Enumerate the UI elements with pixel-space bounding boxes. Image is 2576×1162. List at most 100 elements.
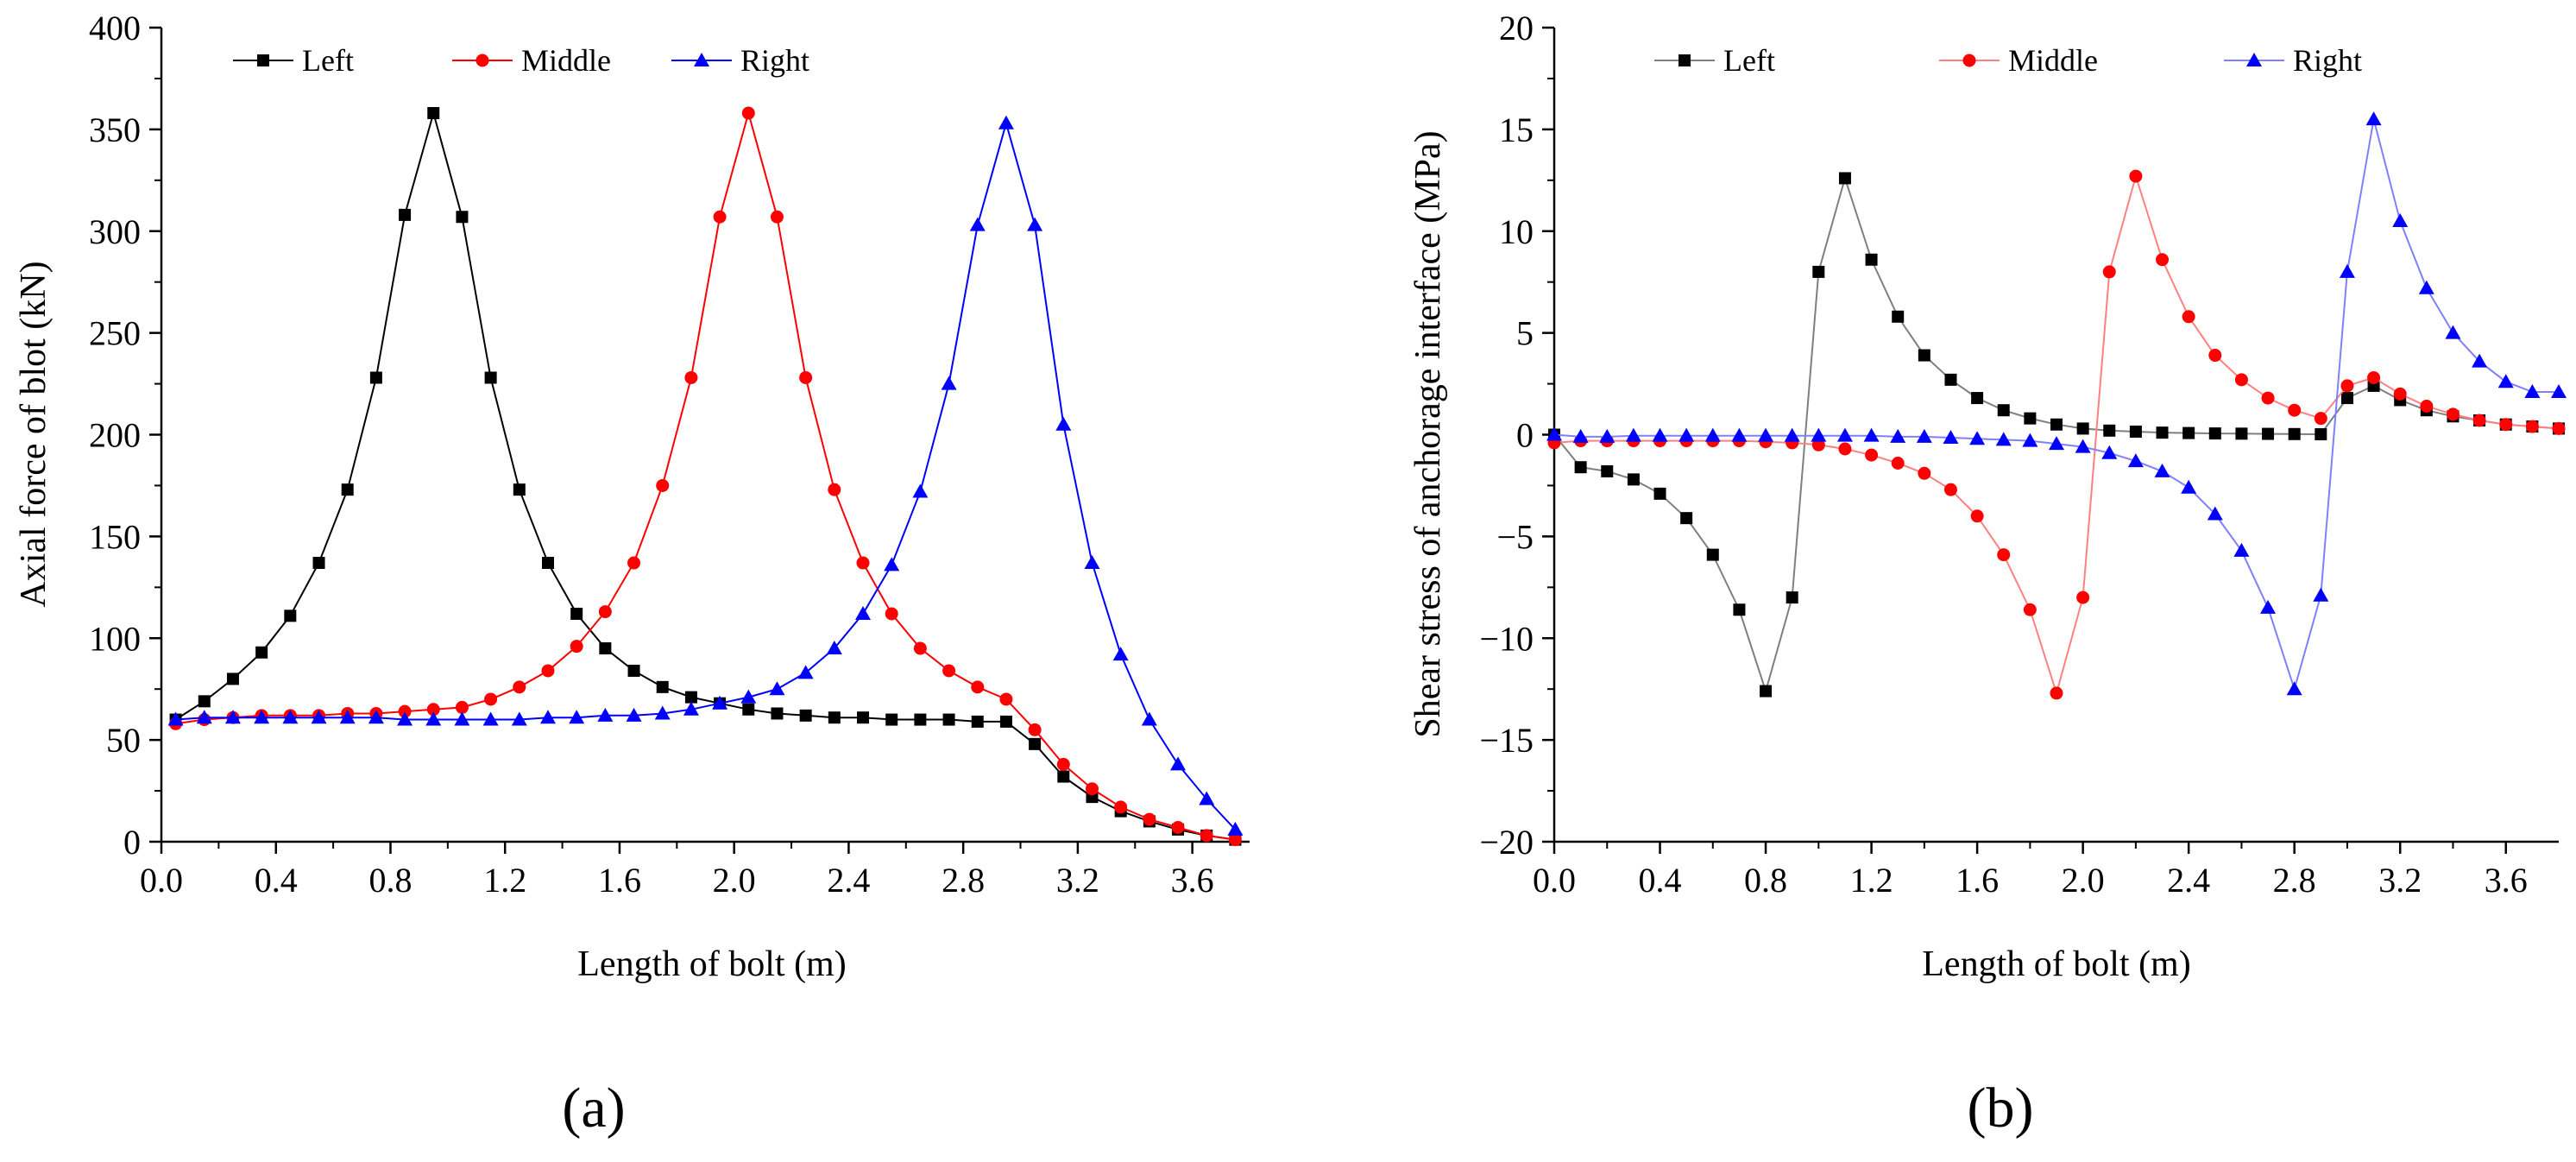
data-point: [1943, 483, 1957, 496]
data-point: [855, 605, 872, 620]
data-point: [741, 106, 755, 120]
data-point: [684, 691, 697, 704]
legend-marker: [694, 53, 709, 66]
data-point: [426, 703, 440, 717]
data-point: [969, 217, 986, 231]
data-point: [1171, 820, 1185, 834]
y-tick-label: −5: [1496, 517, 1534, 556]
legend-marker: [2246, 53, 2262, 66]
data-point: [1731, 427, 1748, 442]
series-middle: [169, 106, 1242, 847]
data-point: [769, 681, 785, 696]
data-point: [1784, 427, 1800, 442]
data-point: [2314, 412, 2327, 426]
data-point: [1028, 723, 1042, 736]
legend-marker: [1962, 54, 1976, 67]
data-point: [971, 680, 985, 694]
data-point: [482, 711, 499, 726]
panel-b-caption-label: (b): [1968, 1077, 2034, 1140]
data-point: [2208, 349, 2222, 363]
x-tick-label: 1.2: [1850, 861, 1893, 900]
data-point: [2129, 169, 2143, 183]
y-tick-label: 10: [1499, 212, 1534, 251]
data-point: [598, 605, 612, 619]
data-point: [1969, 431, 1986, 445]
data-point: [2024, 412, 2037, 425]
y-tick-label: 400: [89, 9, 141, 47]
x-tick-label: 2.8: [942, 861, 985, 900]
x-tick-label: 0.8: [368, 861, 412, 900]
data-point: [2050, 418, 2063, 431]
data-point: [712, 695, 728, 710]
data-point: [2101, 445, 2118, 459]
y-tick-label: 0: [1516, 416, 1534, 455]
data-point: [2076, 590, 2090, 604]
data-point: [226, 673, 239, 685]
data-point: [484, 692, 498, 706]
data-point: [799, 370, 813, 384]
data-point: [1995, 432, 2012, 446]
data-point: [513, 483, 526, 496]
x-tick-label: 1.2: [483, 861, 526, 900]
data-point: [742, 703, 755, 716]
data-point: [541, 664, 555, 678]
data-point: [2234, 373, 2248, 387]
data-point: [2076, 422, 2089, 435]
data-point: [627, 556, 641, 570]
data-point: [2313, 587, 2329, 602]
data-point: [942, 664, 956, 678]
data-point: [2235, 427, 2248, 440]
panel-a-y-axis-label: Axial force of blot (kN): [14, 261, 54, 607]
data-point: [196, 710, 212, 724]
data-point: [2208, 427, 2221, 440]
x-tick-label: 0.4: [255, 861, 298, 900]
data-point: [1680, 512, 1693, 525]
data-point: [2075, 439, 2091, 453]
panel-a-caption-label: (a): [562, 1077, 625, 1140]
data-point: [2393, 387, 2407, 401]
data-point: [1865, 448, 1879, 462]
data-point: [1863, 427, 1880, 442]
data-point: [1627, 473, 1640, 486]
y-tick-label: 200: [89, 416, 141, 455]
panel-a-legend: Left Middle Right: [233, 43, 809, 78]
data-point: [2103, 424, 2116, 437]
data-point: [2182, 310, 2195, 324]
data-point: [311, 710, 327, 724]
data-point: [656, 478, 670, 492]
panel-a-x-axis-label: Length of bolt (m): [577, 944, 846, 984]
data-point: [1084, 555, 1100, 570]
data-point: [1758, 427, 1774, 442]
x-tick-label: 3.6: [2485, 861, 2528, 900]
legend-entry: Left: [302, 43, 354, 78]
data-point: [2050, 686, 2063, 700]
data-point: [1141, 711, 1157, 726]
data-point: [2340, 392, 2353, 405]
series-right-line: [175, 120, 1237, 830]
data-point: [1970, 509, 1984, 523]
data-point: [942, 713, 955, 726]
data-point: [399, 208, 412, 221]
series-right: [1546, 111, 2567, 696]
data-point: [368, 710, 384, 724]
data-point: [2446, 407, 2459, 421]
data-point: [255, 646, 268, 659]
data-point: [1200, 829, 1213, 843]
data-point: [1027, 217, 1043, 231]
data-point: [1085, 782, 1099, 796]
data-point: [2392, 212, 2409, 227]
data-point: [1652, 427, 1668, 442]
data-point: [627, 664, 640, 677]
data-point: [797, 665, 814, 679]
y-tick-label: 15: [1499, 111, 1534, 149]
x-tick-label: 1.6: [1956, 861, 1999, 900]
data-point: [1865, 253, 1878, 266]
legend-marker: [1678, 54, 1691, 66]
data-point: [2156, 426, 2169, 439]
legend-entry: Middle: [521, 43, 611, 78]
data-point: [941, 376, 957, 390]
data-point: [885, 713, 898, 726]
data-point: [1971, 392, 1984, 405]
